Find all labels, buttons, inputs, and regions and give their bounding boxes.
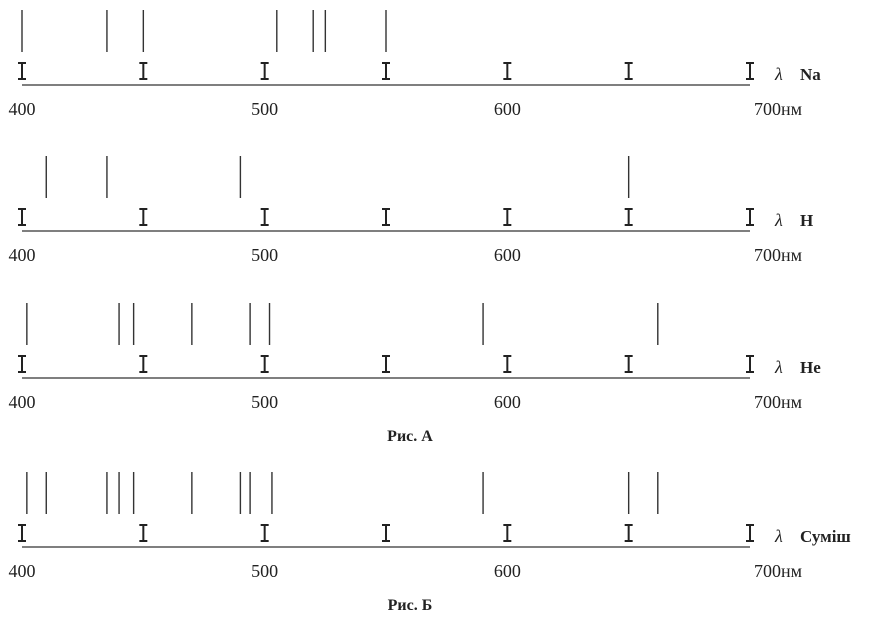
x-tick-label: 400 [9, 561, 36, 581]
tick-mark [382, 355, 390, 373]
tick-mark [260, 355, 269, 373]
tick-mark [382, 208, 390, 226]
tick-mark [746, 62, 754, 80]
tick-mark [624, 62, 633, 80]
tick-mark [260, 62, 269, 80]
x-tick-label: 600 [494, 245, 521, 265]
x-tick-label: 700нм [754, 99, 802, 119]
axis-label: λ [774, 357, 783, 377]
tick-mark [382, 62, 390, 80]
element-name: Na [800, 65, 821, 84]
tick-mark [746, 524, 754, 542]
element-name: H [800, 211, 813, 230]
x-tick-label: 500 [251, 245, 278, 265]
x-tick-label: 400 [9, 392, 36, 412]
x-tick-label: 500 [251, 392, 278, 412]
x-tick-label: 600 [494, 99, 521, 119]
element-name: He [800, 358, 821, 377]
x-tick-label: 700нм [754, 561, 802, 581]
axis-label: λ [774, 526, 783, 546]
tick-mark [503, 62, 512, 80]
axis-label: λ [774, 210, 783, 230]
tick-mark [382, 524, 390, 542]
tick-mark [18, 62, 26, 80]
tick-mark [503, 208, 512, 226]
x-tick-label: 700нм [754, 392, 802, 412]
axis-label: λ [774, 64, 783, 84]
tick-mark [139, 355, 148, 373]
tick-mark [139, 524, 148, 542]
tick-mark [624, 355, 633, 373]
tick-mark [139, 62, 148, 80]
x-tick-label: 400 [9, 99, 36, 119]
tick-mark [260, 524, 269, 542]
figure-caption: Рис. Б [388, 597, 433, 614]
figure-caption: Рис. А [387, 428, 433, 445]
tick-mark [503, 355, 512, 373]
tick-mark [503, 524, 512, 542]
x-tick-label: 500 [251, 99, 278, 119]
tick-mark [18, 524, 26, 542]
x-tick-label: 500 [251, 561, 278, 581]
tick-mark [139, 208, 148, 226]
x-tick-label: 600 [494, 392, 521, 412]
tick-mark [260, 208, 269, 226]
element-name: Суміш [800, 527, 851, 546]
tick-mark [746, 355, 754, 373]
tick-mark [18, 355, 26, 373]
x-tick-label: 600 [494, 561, 521, 581]
tick-mark [624, 524, 633, 542]
x-tick-label: 700нм [754, 245, 802, 265]
tick-mark [18, 208, 26, 226]
tick-mark [746, 208, 754, 226]
x-tick-label: 400 [9, 245, 36, 265]
tick-mark [624, 208, 633, 226]
